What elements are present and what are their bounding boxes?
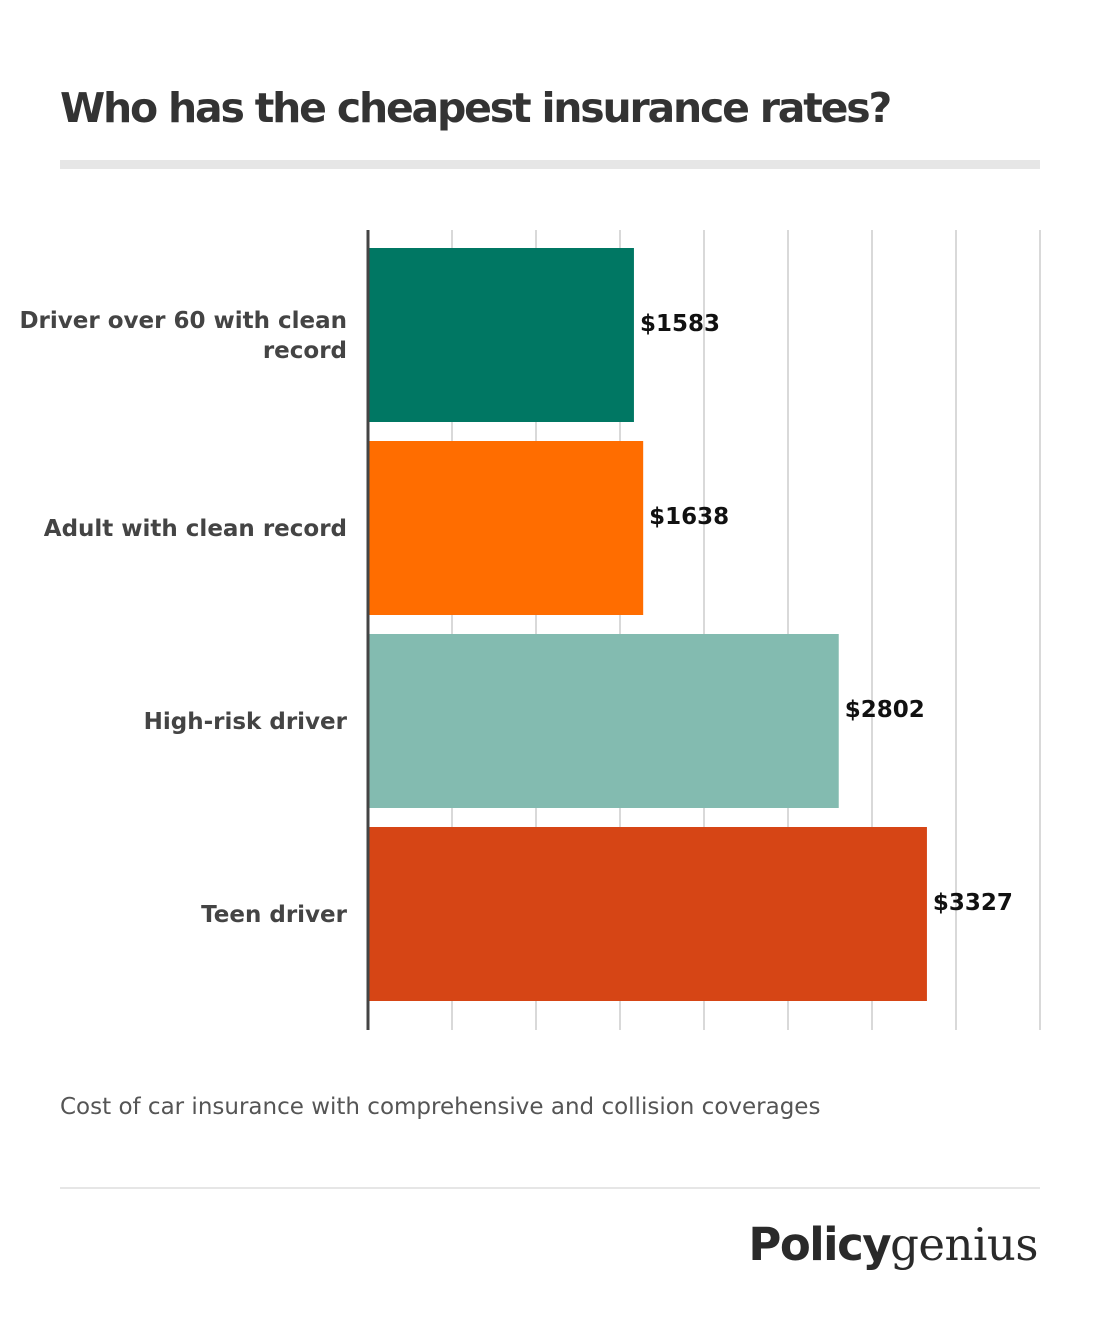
category-labels: Driver over 60 with clean record Adult wit…: [19, 308, 347, 928]
logo-regular-text: genius: [890, 1218, 1038, 1271]
category-label: Teen driver: [201, 902, 347, 928]
chart-title: Who has the cheapest insurance rates?: [60, 84, 892, 132]
bar: [368, 441, 644, 615]
logo-bold-text: Policy: [748, 1218, 891, 1271]
category-label: Driver over 60 with clean: [19, 308, 347, 334]
bar-value-label: $3327: [933, 890, 1013, 916]
category-label: High-risk driver: [144, 709, 348, 735]
bar: [368, 248, 634, 422]
bars: [368, 248, 927, 1001]
bar: [368, 827, 927, 1001]
bar-chart: $1583 $1638 $2802 $3327 Driver over 60 with…: [19, 230, 1041, 1030]
footer-divider: [60, 1187, 1040, 1189]
bar-value-label: $2802: [845, 697, 925, 723]
bar-value-label: $1583: [640, 311, 720, 337]
policygenius-logo: Policygenius: [748, 1222, 1038, 1267]
category-label: record: [263, 338, 347, 364]
chart-caption: Cost of car insurance with comprehensive…: [60, 1094, 821, 1120]
title-divider: [60, 160, 1040, 169]
bar: [368, 634, 839, 808]
bar-value-label: $1638: [649, 504, 729, 530]
category-label: Adult with clean record: [44, 516, 347, 542]
bar-values: $1583 $1638 $2802 $3327: [640, 311, 1013, 916]
